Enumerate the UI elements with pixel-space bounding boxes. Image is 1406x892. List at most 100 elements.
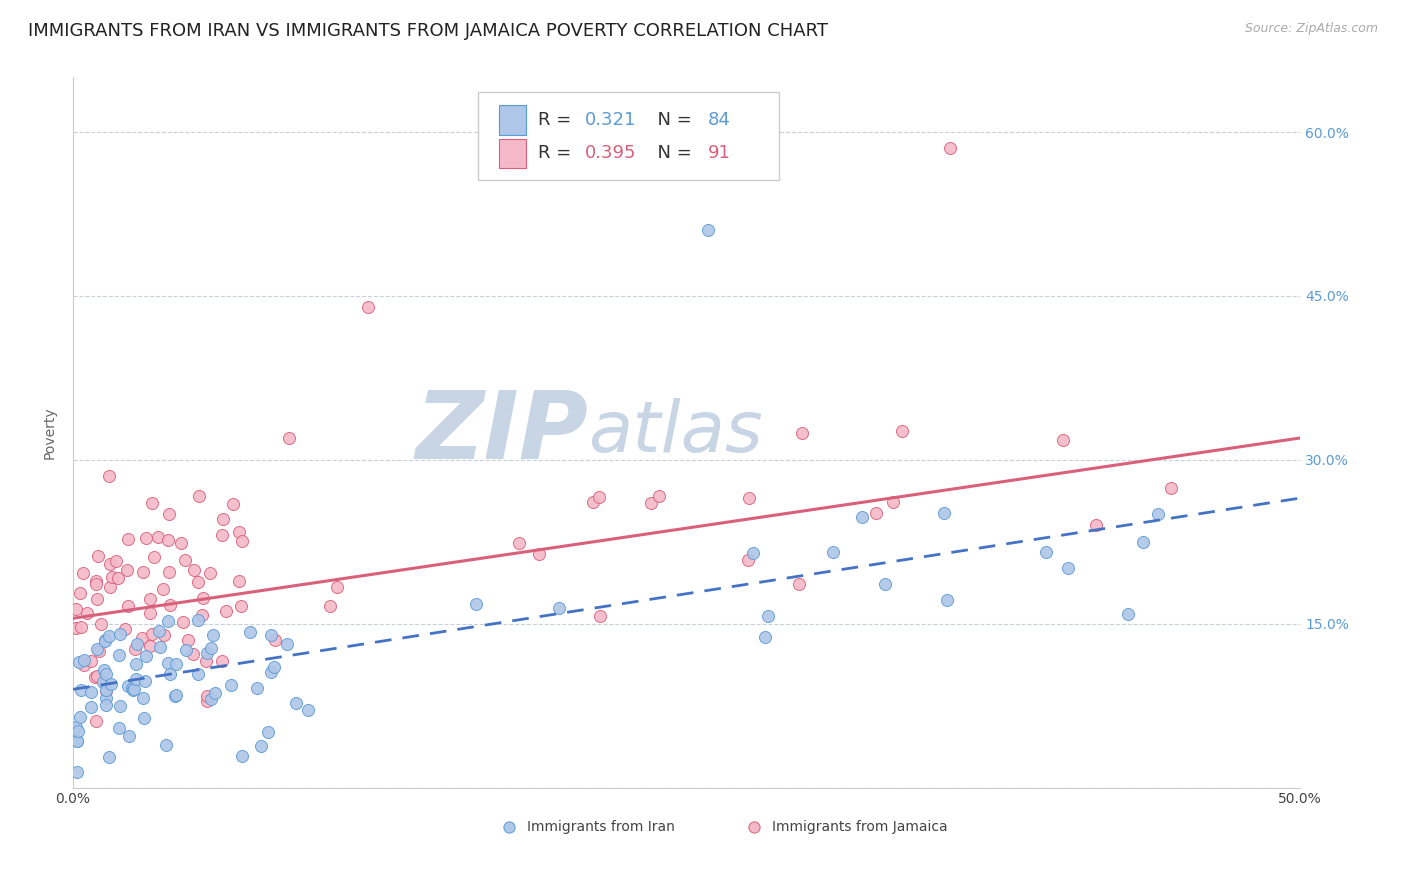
Point: [1116, 607, 1139, 622]
Point: [139, 607, 162, 621]
Point: [882, 495, 904, 509]
Point: [139, 592, 162, 607]
Point: [125, 657, 148, 672]
Point: [73, 658, 96, 673]
Point: [73, 653, 96, 667]
Text: 84: 84: [707, 111, 730, 129]
Point: [527, 547, 550, 561]
Point: [86, 642, 108, 657]
Point: [157, 566, 180, 580]
Point: [211, 654, 233, 668]
Text: Immigrants from Jamaica: Immigrants from Jamaica: [772, 820, 948, 834]
Point: [319, 599, 342, 613]
Point: [97, 469, 120, 483]
Point: [149, 640, 172, 654]
Point: [66, 765, 89, 780]
Point: [101, 569, 124, 583]
Point: [148, 624, 170, 638]
Point: [70, 620, 93, 634]
Point: [276, 637, 298, 651]
Point: [131, 691, 153, 706]
Point: [152, 628, 174, 642]
Point: [67, 656, 90, 670]
Point: [66, 734, 89, 748]
Point: [174, 553, 197, 567]
Point: [1057, 561, 1080, 575]
Point: [108, 721, 131, 735]
Point: [170, 536, 193, 550]
Point: [231, 748, 253, 763]
Point: [94, 633, 117, 648]
Point: [124, 642, 146, 657]
Point: [246, 681, 269, 695]
Bar: [499, 105, 526, 135]
Point: [582, 495, 605, 509]
Text: N =: N =: [647, 145, 697, 162]
Point: [69, 683, 91, 698]
Point: [741, 546, 763, 560]
Point: [146, 530, 169, 544]
Point: [821, 545, 844, 559]
Point: [134, 673, 156, 688]
Point: [932, 506, 955, 520]
Point: [91, 674, 114, 689]
Point: [117, 599, 139, 613]
Point: [193, 591, 215, 605]
Point: [132, 565, 155, 579]
Point: [117, 533, 139, 547]
Text: Immigrants from Iran: Immigrants from Iran: [527, 820, 675, 834]
Point: [875, 577, 897, 591]
Point: [86, 591, 108, 606]
Point: [508, 536, 530, 550]
Y-axis label: Poverty: Poverty: [44, 406, 58, 458]
Point: [640, 496, 662, 510]
Point: [165, 689, 187, 703]
Point: [165, 657, 187, 672]
Point: [117, 679, 139, 693]
Point: [125, 672, 148, 686]
Point: [65, 602, 87, 616]
Text: N =: N =: [647, 111, 697, 129]
Point: [1132, 534, 1154, 549]
Point: [157, 656, 180, 670]
Point: [1147, 507, 1170, 521]
Point: [204, 686, 226, 700]
Point: [122, 681, 145, 696]
Point: [159, 667, 181, 681]
Point: [107, 571, 129, 585]
Point: [125, 637, 148, 651]
Point: [200, 692, 222, 706]
Point: [249, 739, 271, 754]
Point: [756, 609, 779, 624]
Point: [118, 729, 141, 743]
Point: [152, 582, 174, 596]
Point: [98, 557, 121, 571]
Point: [159, 599, 181, 613]
Point: [195, 646, 218, 660]
Point: [211, 511, 233, 525]
Text: 0.395: 0.395: [585, 145, 637, 162]
Point: [1052, 433, 1074, 447]
Point: [264, 633, 287, 648]
Point: [326, 580, 349, 594]
Point: [69, 586, 91, 600]
Point: [96, 683, 118, 698]
Point: [588, 490, 610, 504]
Point: [72, 566, 94, 580]
Point: [96, 683, 118, 698]
Point: [187, 574, 209, 589]
Point: [131, 631, 153, 645]
Text: 91: 91: [707, 145, 730, 162]
Point: [790, 425, 813, 440]
Point: [135, 648, 157, 663]
Point: [787, 577, 810, 591]
Point: [284, 696, 307, 710]
Point: [80, 699, 103, 714]
Point: [94, 667, 117, 681]
Point: [114, 622, 136, 636]
Point: [647, 489, 669, 503]
Point: [107, 648, 129, 663]
Point: [135, 531, 157, 545]
Point: [851, 510, 873, 524]
Point: [165, 688, 187, 702]
